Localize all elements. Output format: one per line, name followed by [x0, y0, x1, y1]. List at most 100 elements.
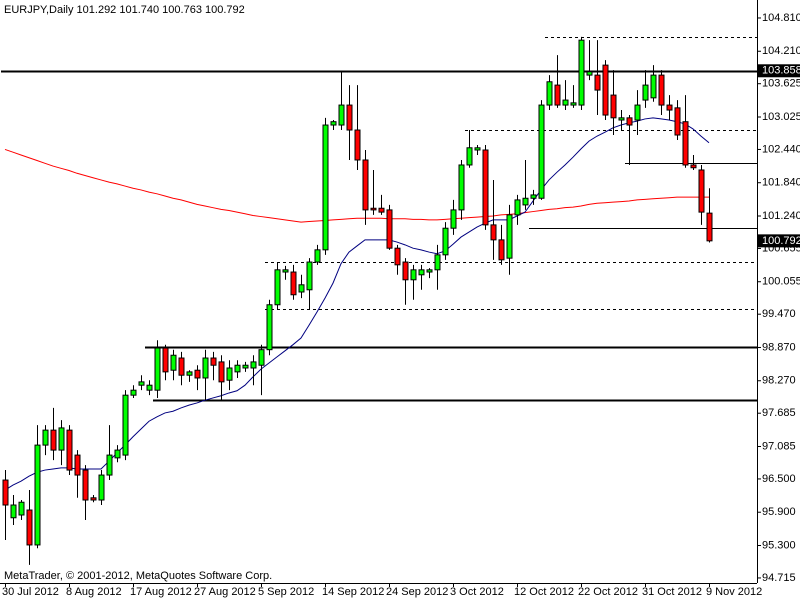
candle-body	[458, 164, 465, 211]
candle-body	[482, 149, 489, 226]
candle-body	[26, 509, 33, 546]
candle-body	[338, 104, 345, 126]
y-tick-label: 102.440	[762, 143, 800, 155]
y-tick-label: 104.210	[762, 45, 800, 57]
x-tick-label: 30 Jul 2012	[2, 586, 59, 598]
y-tick-label: 98.870	[762, 341, 796, 353]
x-tick-label: 31 Oct 2012	[642, 586, 702, 598]
candle-body	[106, 454, 113, 476]
candle-body	[626, 117, 633, 126]
candle-body	[210, 357, 217, 366]
candle-body	[434, 254, 441, 271]
candle-body	[562, 99, 569, 106]
candle-body	[226, 367, 233, 381]
y-tick-label: 100.055	[762, 276, 800, 288]
candle-body	[154, 347, 161, 391]
x-tick-label: 14 Sep 2012	[322, 586, 384, 598]
candle-body	[282, 269, 289, 273]
price-marker	[758, 234, 800, 248]
x-tick-label: 22 Oct 2012	[578, 586, 638, 598]
candle-body	[650, 74, 657, 99]
x-tick-label: 27 Aug 2012	[194, 586, 256, 598]
y-tick-label: 104.810	[762, 12, 800, 24]
y-tick-label: 103.025	[762, 111, 800, 123]
candle-body	[250, 361, 257, 369]
candle-body	[514, 199, 521, 216]
candle-body	[138, 381, 145, 386]
candle-body	[594, 74, 601, 91]
candle-body	[298, 284, 305, 293]
candle-body	[258, 349, 265, 366]
price-marker-label: 100.792	[762, 235, 800, 247]
candle-body	[242, 364, 249, 369]
candle-body	[570, 102, 577, 106]
candle-body	[602, 64, 609, 116]
candle-body	[42, 429, 49, 446]
candle-body	[642, 84, 649, 101]
candle-body	[610, 94, 617, 119]
candle-body	[322, 124, 329, 251]
x-tick-label: 17 Aug 2012	[130, 586, 192, 598]
candle-body	[442, 227, 449, 256]
candle-body	[394, 247, 401, 266]
candle-body	[74, 454, 81, 476]
price-marker-label: 103.858	[762, 65, 800, 77]
x-tick-label: 24 Sep 2012	[386, 586, 448, 598]
moving-average	[4, 117, 710, 491]
candle-body	[362, 159, 369, 211]
candle-body	[450, 209, 457, 229]
y-tick-label: 103.625	[762, 78, 800, 90]
y-tick-label: 97.085	[762, 440, 796, 452]
candle-body	[634, 104, 641, 121]
moving-average	[4, 148, 709, 223]
y-tick-label: 97.685	[762, 407, 796, 419]
candle-body	[114, 449, 121, 459]
candle-body	[234, 364, 241, 373]
candle-body	[370, 207, 377, 211]
candle-body	[506, 214, 513, 259]
candle-body	[706, 212, 713, 242]
y-tick-label: 94.715	[762, 572, 796, 584]
candle-body	[162, 347, 169, 373]
x-tick-label: 12 Oct 2012	[514, 586, 574, 598]
candle-body	[530, 194, 537, 199]
x-tick-label: 3 Oct 2012	[450, 586, 504, 598]
candle-body	[666, 104, 673, 111]
candle-body	[178, 357, 185, 376]
candle-body	[266, 304, 273, 351]
candle-body	[674, 107, 681, 136]
candle-body	[90, 497, 97, 501]
price-marker	[758, 64, 800, 78]
candle-body	[306, 261, 313, 291]
candle-body	[586, 71, 593, 76]
candle-body	[314, 249, 321, 263]
candle-body	[698, 169, 705, 213]
candle-body	[538, 104, 545, 199]
y-tick-label: 96.500	[762, 473, 796, 485]
candle-body	[402, 261, 409, 281]
y-tick-label: 95.300	[762, 539, 796, 551]
y-tick-label: 101.840	[762, 177, 800, 189]
x-tick-label: 5 Sep 2012	[258, 586, 314, 598]
candle-body	[546, 81, 553, 106]
y-tick-label: 99.470	[762, 308, 796, 320]
candle-body	[82, 469, 89, 501]
candle-body	[2, 479, 9, 506]
candle-body	[466, 147, 473, 166]
y-tick-label: 101.240	[762, 210, 800, 222]
candle-body	[202, 357, 209, 379]
candle-body	[290, 271, 297, 296]
candle-body	[618, 117, 625, 121]
candle-body	[354, 129, 361, 161]
x-tick-label: 8 Aug 2012	[66, 586, 122, 598]
candle-body	[50, 429, 57, 451]
candle-body	[98, 474, 105, 501]
candle-body	[554, 84, 561, 106]
candle-body	[218, 361, 225, 383]
candle-body	[18, 501, 25, 516]
candle-body	[346, 104, 353, 131]
candle-body	[58, 427, 65, 451]
candle-body	[386, 209, 393, 249]
